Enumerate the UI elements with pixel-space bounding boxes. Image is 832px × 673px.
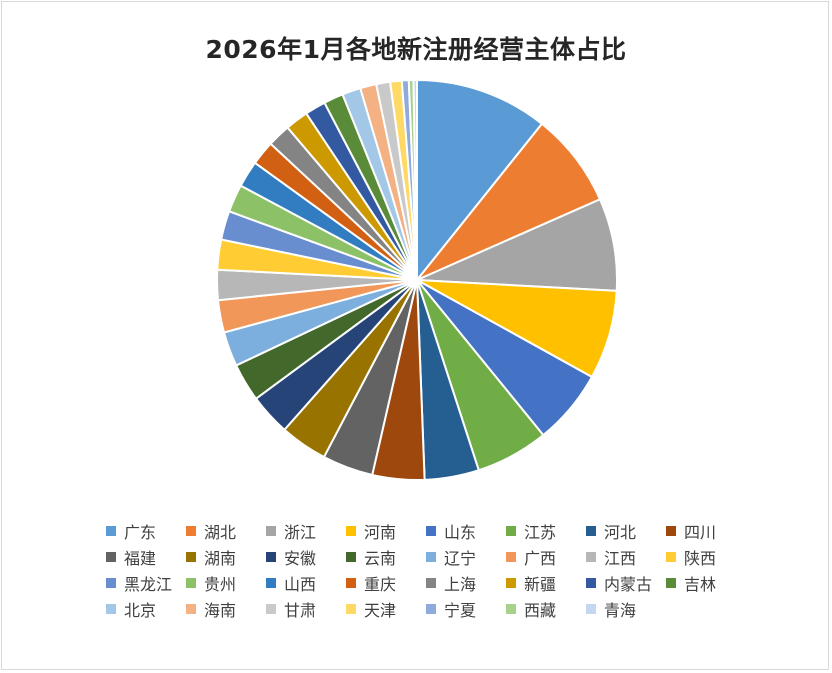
legend-item: 安徽 (266, 545, 316, 569)
legend-item: 西藏 (506, 597, 556, 621)
legend-label: 江苏 (524, 523, 557, 542)
legend-item: 湖南 (186, 545, 236, 569)
legend-item: 广西 (506, 545, 556, 569)
legend-item: 北京 (106, 597, 156, 621)
legend-item: 天津 (346, 597, 396, 621)
legend-swatch (186, 604, 196, 614)
legend-item: 江西 (586, 545, 636, 569)
legend-item: 山西 (266, 571, 316, 595)
legend-label: 江西 (604, 549, 637, 568)
legend-swatch (506, 552, 516, 562)
legend-label: 黑龙江 (124, 575, 173, 594)
legend-swatch (506, 604, 516, 614)
pie-slice-湖北 (416, 122, 602, 281)
legend-label: 广东 (124, 523, 157, 542)
legend-swatch (106, 578, 116, 588)
legend-item: 河北 (586, 519, 636, 543)
legend-swatch (266, 604, 276, 614)
legend-label: 广西 (524, 549, 557, 568)
legend-label: 上海 (444, 575, 477, 594)
legend-label: 陕西 (684, 549, 717, 568)
legend-label: 山西 (284, 575, 317, 594)
legend-label: 西藏 (524, 601, 557, 620)
legend-swatch (586, 552, 596, 562)
legend-label: 云南 (364, 549, 397, 568)
legend-item: 新疆 (506, 571, 556, 595)
legend-item: 浙江 (266, 519, 316, 543)
chart-title: 2026年1月各地新注册经营主体占比 (205, 35, 627, 64)
legend-swatch (186, 578, 196, 588)
legend-item: 上海 (426, 571, 476, 595)
legend-item: 湖北 (186, 519, 236, 543)
legend-swatch (106, 552, 116, 562)
legend-item: 内蒙古 (586, 571, 652, 595)
legend-label: 湖北 (204, 523, 237, 542)
legend-label: 安徽 (284, 549, 317, 568)
legend-label: 四川 (684, 523, 717, 542)
legend-swatch (586, 604, 596, 614)
legend-item: 江苏 (506, 519, 556, 543)
legend-swatch (346, 526, 356, 536)
legend-label: 重庆 (364, 575, 397, 594)
legend-swatch (506, 578, 516, 588)
legend-swatch (106, 526, 116, 536)
legend-item: 贵州 (186, 571, 236, 595)
legend-item: 辽宁 (426, 545, 476, 569)
legend-item: 重庆 (346, 571, 396, 595)
legend-item: 宁夏 (426, 597, 476, 621)
legend-swatch (346, 578, 356, 588)
legend-label: 辽宁 (444, 549, 477, 568)
legend-item: 吉林 (666, 571, 716, 595)
legend-label: 内蒙古 (604, 575, 653, 594)
legend-item: 山东 (426, 519, 476, 543)
legend-item: 广东 (106, 519, 156, 543)
legend-label: 山东 (444, 523, 477, 542)
legend-swatch (346, 604, 356, 614)
legend-swatch (426, 552, 436, 562)
legend-swatch (666, 552, 676, 562)
legend-label: 天津 (364, 601, 397, 620)
legend-swatch (586, 526, 596, 536)
legend-label: 北京 (124, 601, 157, 620)
legend-label: 湖南 (204, 549, 237, 568)
legend-label: 青海 (604, 601, 637, 620)
legend-label: 浙江 (284, 523, 317, 542)
legend-item: 河南 (346, 519, 396, 543)
legend-swatch (186, 526, 196, 536)
pie-slice-广东 (416, 78, 544, 283)
legend-item: 青海 (586, 597, 636, 621)
legend-label: 海南 (204, 601, 237, 620)
legend-swatch (346, 552, 356, 562)
legend-swatch (506, 526, 516, 536)
legend-label: 吉林 (684, 575, 717, 594)
legend-item: 海南 (186, 597, 236, 621)
legend-item: 四川 (666, 519, 716, 543)
legend-swatch (266, 578, 276, 588)
legend-swatch (426, 578, 436, 588)
legend-swatch (426, 526, 436, 536)
legend-item: 黑龙江 (106, 571, 172, 595)
legend-label: 贵州 (204, 575, 237, 594)
legend-swatch (426, 604, 436, 614)
legend-swatch (266, 526, 276, 536)
pie-slice-青海 (412, 78, 418, 281)
legend-label: 宁夏 (444, 601, 477, 620)
legend-item: 甘肃 (266, 597, 316, 621)
legend-label: 新疆 (524, 575, 557, 594)
legend-label: 河北 (604, 523, 637, 542)
legend-swatch (266, 552, 276, 562)
legend-swatch (666, 526, 676, 536)
legend-swatch (106, 604, 116, 614)
legend-item: 陕西 (666, 545, 716, 569)
legend-label: 福建 (124, 549, 157, 568)
legend-item: 福建 (106, 545, 156, 569)
legend-swatch (666, 578, 676, 588)
legend-label: 河南 (364, 523, 397, 542)
legend-label: 甘肃 (284, 601, 317, 620)
legend-item: 云南 (346, 545, 396, 569)
legend-swatch (586, 578, 596, 588)
legend-swatch (186, 552, 196, 562)
